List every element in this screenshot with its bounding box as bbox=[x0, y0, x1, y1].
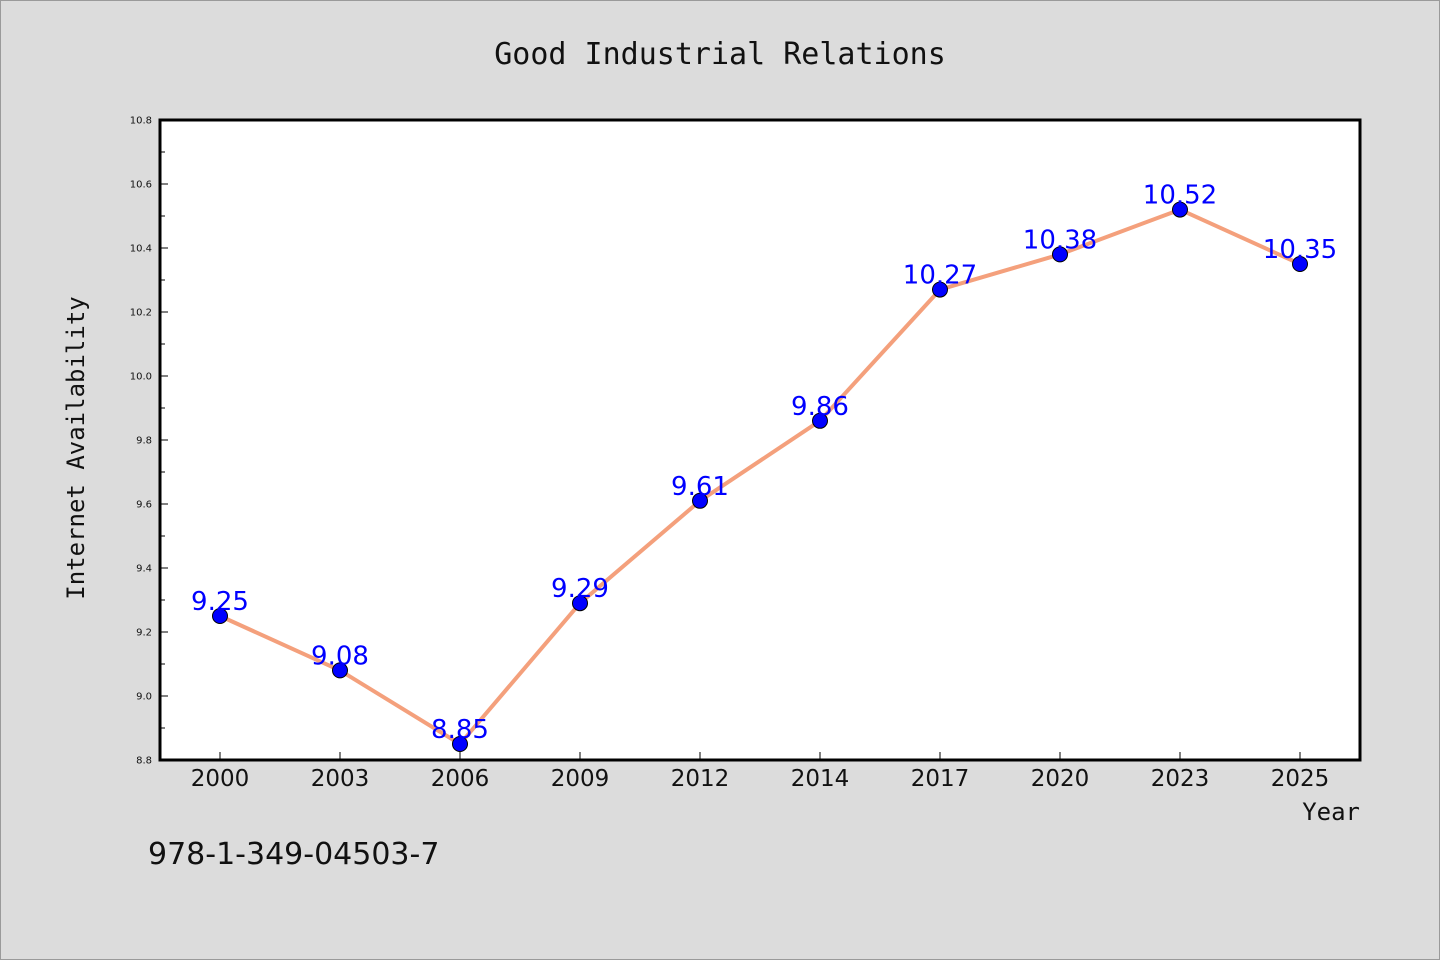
y-tick-label: 9.6 bbox=[136, 500, 152, 511]
data-label: 9.29 bbox=[551, 574, 609, 604]
data-label: 10.35 bbox=[1263, 235, 1337, 265]
chart-title: Good Industrial Relations bbox=[494, 37, 946, 72]
data-point bbox=[1172, 201, 1188, 218]
data-point bbox=[812, 412, 828, 429]
data-label: 10.27 bbox=[903, 261, 977, 291]
data-point bbox=[332, 662, 348, 679]
data-label: 10.38 bbox=[1023, 225, 1097, 255]
data-label: 10.52 bbox=[1143, 181, 1217, 211]
x-tick-label: 2025 bbox=[1271, 766, 1330, 792]
y-tick-label: 9.4 bbox=[136, 564, 152, 575]
x-tick-label: 2023 bbox=[1151, 766, 1210, 792]
x-axis-label: Year bbox=[1302, 798, 1360, 826]
x-tick-label: 2017 bbox=[911, 766, 970, 792]
y-tick-label: 9.8 bbox=[136, 436, 152, 447]
x-tick-label: 2014 bbox=[791, 766, 850, 792]
x-tick-label: 2012 bbox=[671, 766, 730, 792]
data-point bbox=[452, 736, 468, 752]
y-tick-label: 10.4 bbox=[130, 244, 152, 255]
data-point bbox=[1052, 246, 1068, 263]
series-layer: 9.25 9.08 8.85 9.29 9.61 9.86 10.27 10.38 10.52 1… bbox=[191, 181, 1337, 752]
isbn-text: 978-1-349-04503-7 bbox=[148, 837, 439, 872]
data-label: 9.61 bbox=[671, 472, 729, 502]
data-point bbox=[692, 492, 708, 509]
data-point bbox=[212, 608, 228, 624]
x-tick-label: 2009 bbox=[551, 766, 610, 792]
y-tick-label: 10.8 bbox=[130, 116, 152, 127]
x-tick-label: 2020 bbox=[1031, 766, 1090, 792]
y-tick-label: 9.2 bbox=[136, 628, 152, 639]
y-tick-label: 10.2 bbox=[130, 308, 152, 319]
data-point bbox=[932, 281, 948, 298]
data-label: 9.08 bbox=[311, 641, 369, 671]
data-label: 8.85 bbox=[431, 715, 489, 745]
series-line bbox=[219, 207, 1301, 746]
y-tick-label: 8.8 bbox=[136, 756, 152, 767]
y-tick-label: 10.0 bbox=[130, 372, 152, 383]
y-tick-label: 10.6 bbox=[130, 180, 152, 191]
x-axis: 2000 2003 2006 2009 2012 2014 2017 2020 2023 2025 bbox=[191, 752, 1330, 792]
x-tick-label: 2006 bbox=[431, 766, 490, 792]
y-tick-label: 9.0 bbox=[136, 692, 152, 703]
x-tick-label: 2000 bbox=[191, 766, 250, 792]
y-axis-label: Internet Availability bbox=[62, 296, 90, 599]
plot-area bbox=[158, 118, 1362, 762]
data-point bbox=[1292, 256, 1308, 272]
data-label: 9.86 bbox=[791, 392, 849, 422]
data-label: 9.25 bbox=[191, 587, 249, 617]
data-point bbox=[572, 595, 588, 612]
x-tick-label: 2003 bbox=[311, 766, 370, 792]
y-axis: 8.8 9.0 9.2 9.4 9.6 9.8 10.0 10.2 10.4 10.6 10.8 bbox=[130, 116, 168, 767]
